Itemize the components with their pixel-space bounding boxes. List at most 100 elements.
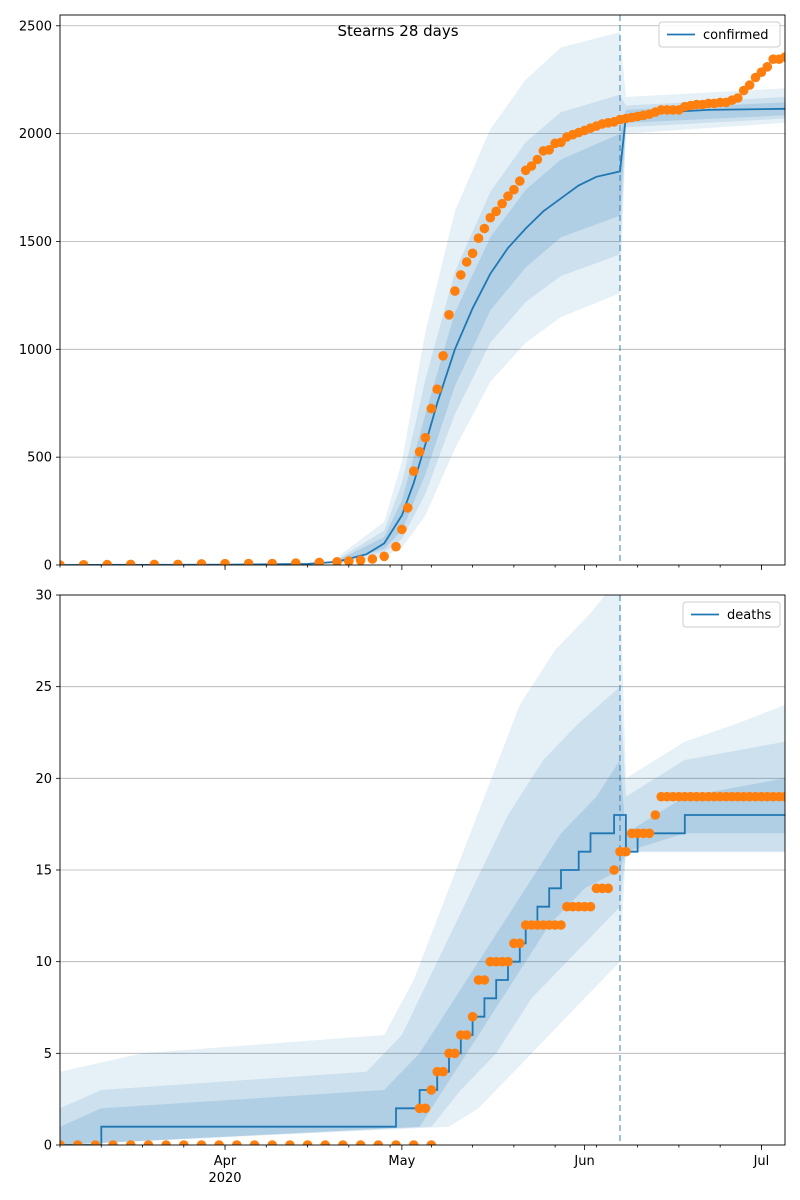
observed-point xyxy=(780,791,785,802)
observed-point xyxy=(196,1140,207,1145)
observed-point xyxy=(285,1140,295,1145)
observed-point xyxy=(515,176,525,186)
observed-point xyxy=(438,1066,448,1077)
observed-point xyxy=(515,938,525,949)
observed-point xyxy=(621,846,631,857)
observed-point xyxy=(479,975,490,985)
observed-point xyxy=(456,270,466,280)
observed-point xyxy=(479,223,490,234)
uncertainty-band-middle xyxy=(337,94,785,564)
observed-point xyxy=(373,1140,384,1145)
observed-point xyxy=(78,560,89,565)
legend-label: deaths xyxy=(727,608,772,623)
series-line-deaths xyxy=(60,814,785,1145)
observed-point xyxy=(762,62,773,72)
chart-title: Stearns 28 days xyxy=(337,22,458,40)
observed-point xyxy=(497,198,507,209)
uncertainty-band-middle xyxy=(60,686,785,1145)
observed-point xyxy=(143,1140,154,1145)
uncertainty-band-inner xyxy=(337,102,785,563)
legend-box xyxy=(658,21,781,48)
observed-point xyxy=(426,1085,437,1095)
observed-point xyxy=(60,1140,65,1145)
x-tick-label: Jun xyxy=(573,1154,594,1169)
observed-point xyxy=(426,403,437,414)
uncertainty-band-inner xyxy=(60,760,785,1145)
x-tick-label: Apr xyxy=(214,1154,237,1169)
observed-point xyxy=(438,351,448,361)
observed-point xyxy=(432,384,443,395)
observed-point xyxy=(149,559,160,565)
observed-point xyxy=(461,257,472,267)
uncertainty-band-outer xyxy=(60,595,785,1145)
observed-point xyxy=(420,1103,431,1114)
observed-point xyxy=(491,206,502,217)
observed-point xyxy=(503,191,513,201)
observed-point xyxy=(267,1140,277,1145)
y-tick-label: 20 xyxy=(35,772,52,787)
observed-point xyxy=(367,554,378,564)
observed-point xyxy=(379,551,390,562)
observed-point xyxy=(450,1048,460,1059)
observed-point xyxy=(397,524,407,535)
axes-frame xyxy=(59,14,786,566)
observed-point xyxy=(650,810,661,820)
observed-point xyxy=(467,248,478,259)
observed-point xyxy=(60,560,65,565)
plot-area xyxy=(60,15,785,565)
observed-point xyxy=(744,80,755,90)
observed-point xyxy=(532,154,543,165)
y-tick-label: 0 xyxy=(44,1139,52,1154)
observed-point xyxy=(355,1140,366,1145)
observed-point xyxy=(603,883,613,894)
y-tick-label: 30 xyxy=(35,589,52,604)
deaths-panel: 0 5 10 15 20 25 30 Apr 2020 May Jun Jul deaths xyxy=(35,589,786,1186)
observed-point xyxy=(644,828,655,839)
observed-point xyxy=(102,559,112,565)
observed-point xyxy=(733,93,743,103)
observed-point xyxy=(420,432,431,443)
observed-point xyxy=(173,559,183,565)
observed-point xyxy=(125,559,136,565)
legend-box xyxy=(682,601,781,628)
observed-point xyxy=(291,558,301,565)
plot-area xyxy=(60,595,785,1145)
observed-point xyxy=(509,184,519,195)
observed-point xyxy=(220,558,230,565)
observed-point xyxy=(444,310,454,320)
y-tick-label: 500 xyxy=(27,451,52,466)
observed-point xyxy=(108,1140,118,1145)
y-tick-label: 2000 xyxy=(19,127,52,142)
observed-point xyxy=(526,161,537,171)
observed-point xyxy=(314,557,325,565)
observed-point xyxy=(414,447,425,457)
observed-point xyxy=(408,466,419,477)
observed-point xyxy=(72,1140,83,1145)
observed-point xyxy=(302,1140,313,1145)
observed-point xyxy=(320,1140,330,1145)
observed-point xyxy=(473,233,484,243)
observed-point xyxy=(90,1140,101,1145)
observed-point xyxy=(503,956,513,967)
y-tick-label: 0 xyxy=(44,559,52,574)
x-tick-sublabel: 2020 xyxy=(208,1171,241,1186)
observed-point xyxy=(214,1140,224,1145)
x-tick-label: Jul xyxy=(753,1154,770,1169)
y-tick-label: 1500 xyxy=(19,235,52,250)
observed-point xyxy=(355,555,366,565)
series-line-confirmed xyxy=(60,107,785,565)
observed-point xyxy=(161,1140,171,1145)
observed-point xyxy=(267,558,277,565)
y-tick-label: 5 xyxy=(44,1047,52,1062)
observed-point xyxy=(426,1140,437,1145)
observed-point xyxy=(461,1030,472,1040)
observed-point xyxy=(585,901,596,912)
observed-point xyxy=(780,52,785,62)
axes-frame xyxy=(59,594,786,1146)
x-tick-label: May xyxy=(388,1154,415,1169)
y-tick-label: 2500 xyxy=(19,19,52,34)
y-tick-label: 10 xyxy=(35,955,52,970)
y-tick-label: 25 xyxy=(35,680,52,695)
observed-point xyxy=(391,541,401,552)
